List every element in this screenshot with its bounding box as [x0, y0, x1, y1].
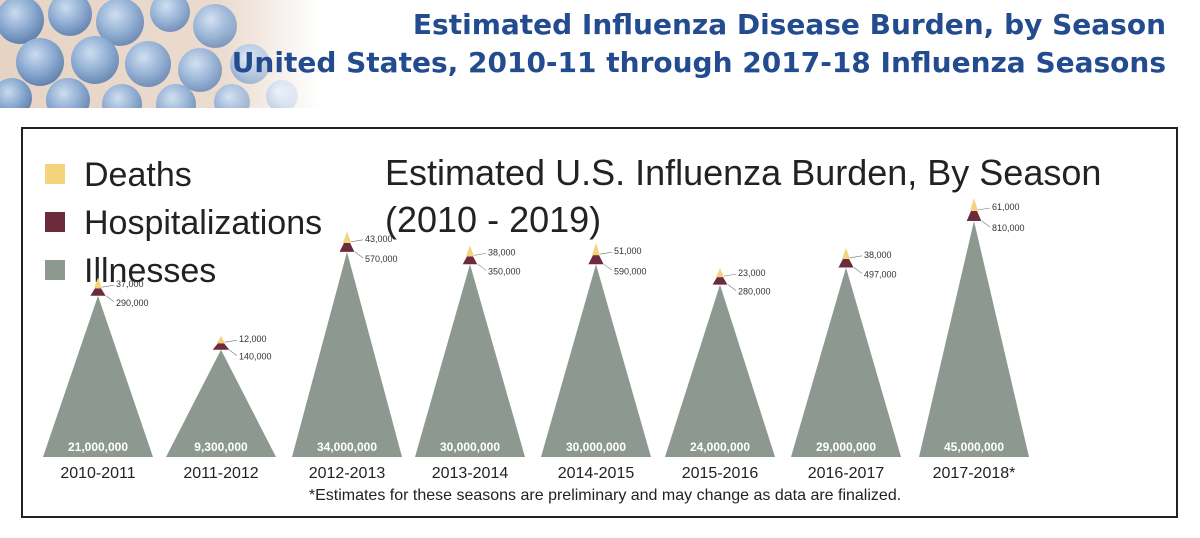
deaths-value-label: 23,000	[738, 268, 766, 278]
illness-mountain	[665, 284, 775, 457]
hospitalization-leader-line	[603, 264, 613, 271]
deaths-leader-line	[473, 253, 487, 256]
illness-value-label: 30,000,000	[566, 440, 626, 454]
deaths-peak	[592, 243, 600, 256]
illness-mountain	[541, 264, 651, 457]
deaths-value-label: 12,000	[239, 334, 267, 344]
illness-value-label: 34,000,000	[317, 440, 377, 454]
deaths-value-label: 61,000	[992, 202, 1020, 212]
legend-swatch-hospitalizations	[45, 212, 65, 232]
season-label: 2012-2013	[309, 465, 386, 482]
hospitalization-leader-line	[727, 284, 737, 291]
illness-value-label: 30,000,000	[440, 440, 500, 454]
deaths-leader-line	[101, 284, 115, 288]
illness-value-label: 24,000,000	[690, 440, 750, 454]
deaths-peak	[842, 247, 850, 259]
legend-label-hospitalizations: Hospitalizations	[84, 204, 322, 242]
illness-mountain	[43, 295, 153, 457]
deaths-peak	[94, 277, 102, 289]
legend-swatch-deaths	[45, 164, 65, 184]
illness-value-label: 45,000,000	[944, 440, 1004, 454]
chart-subtitle: (2010 - 2019)	[385, 199, 601, 240]
hospitalization-leader-line	[228, 349, 238, 356]
hospitalization-value-label: 590,000	[614, 266, 647, 276]
hospitalization-value-label: 810,000	[992, 223, 1025, 233]
season-label: 2010-2011	[60, 465, 135, 482]
deaths-peak	[466, 245, 474, 257]
deaths-peak	[716, 267, 724, 278]
illness-mountain	[791, 267, 901, 457]
deaths-leader-line	[977, 207, 991, 211]
illness-value-label: 9,300,000	[194, 440, 248, 454]
legend-label-deaths: Deaths	[84, 156, 192, 194]
illness-value-label: 29,000,000	[816, 440, 876, 454]
deaths-value-label: 38,000	[488, 247, 516, 257]
hospitalization-band	[339, 242, 355, 252]
header-banner: Estimated Influenza Disease Burden, by S…	[0, 0, 1200, 108]
season-label: 2011-2012	[183, 465, 258, 482]
chart-title: Estimated U.S. Influenza Burden, By Seas…	[385, 152, 1101, 193]
hospitalization-band	[838, 258, 854, 268]
deaths-peak	[970, 198, 978, 211]
deaths-leader-line	[723, 273, 737, 277]
virus-image	[0, 0, 320, 108]
deaths-leader-line	[599, 251, 613, 255]
illness-mountain	[919, 221, 1029, 457]
hospitalization-band	[212, 343, 230, 350]
illness-mountain	[415, 264, 525, 457]
season-label: 2013-2014	[432, 465, 509, 482]
deaths-value-label: 38,000	[864, 250, 892, 260]
hospitalization-value-label: 350,000	[488, 266, 521, 276]
illness-value-label: 21,000,000	[68, 440, 128, 454]
page-title-line2: United States, 2010-11 through 2017-18 I…	[231, 46, 1166, 79]
deaths-leader-line	[224, 339, 238, 343]
season-label: 2015-2016	[682, 465, 759, 482]
legend: Deaths Hospitalizations Illnesses	[45, 156, 322, 290]
season-label: 2016-2017	[808, 465, 885, 482]
deaths-leader-line	[849, 255, 863, 259]
hospitalization-value-label: 570,000	[365, 254, 398, 264]
hospitalization-value-label: 290,000	[116, 298, 149, 308]
hospitalization-band	[712, 277, 728, 285]
illness-mountain	[166, 349, 276, 457]
chart-marks: 37,000 290,000 21,000,000 2010-2011 12,000 14…	[43, 198, 1029, 482]
deaths-peak	[343, 231, 351, 243]
hospitalization-value-label: 497,000	[864, 270, 897, 280]
illness-mountain	[292, 251, 402, 457]
hospitalization-leader-line	[105, 295, 115, 303]
deaths-value-label: 43,000	[365, 234, 393, 244]
season-label: 2017-2018*	[933, 465, 1016, 482]
deaths-leader-line	[350, 239, 364, 243]
hospitalization-leader-line	[477, 264, 487, 271]
hospitalization-value-label: 280,000	[738, 287, 771, 297]
season-label: 2014-2015	[558, 465, 635, 482]
hospitalization-leader-line	[354, 251, 364, 259]
hospitalization-leader-line	[853, 267, 863, 274]
page-title: Estimated Influenza Disease Burden, by S…	[232, 6, 1166, 82]
hospitalization-band	[462, 256, 478, 265]
deaths-value-label: 37,000	[116, 279, 144, 289]
legend-label-illnesses: Illnesses	[84, 252, 216, 290]
hospitalization-value-label: 140,000	[239, 352, 272, 362]
deaths-peak	[217, 335, 225, 344]
hospitalization-band	[588, 255, 604, 265]
hospitalization-band	[966, 211, 982, 221]
hospitalization-leader-line	[981, 220, 991, 228]
legend-swatch-illnesses	[45, 260, 65, 280]
deaths-value-label: 51,000	[614, 246, 642, 256]
chart-footnote: *Estimates for these seasons are prelimi…	[309, 487, 901, 504]
hospitalization-band	[90, 288, 106, 296]
page-title-line1: Estimated Influenza Disease Burden, by S…	[412, 8, 1166, 41]
